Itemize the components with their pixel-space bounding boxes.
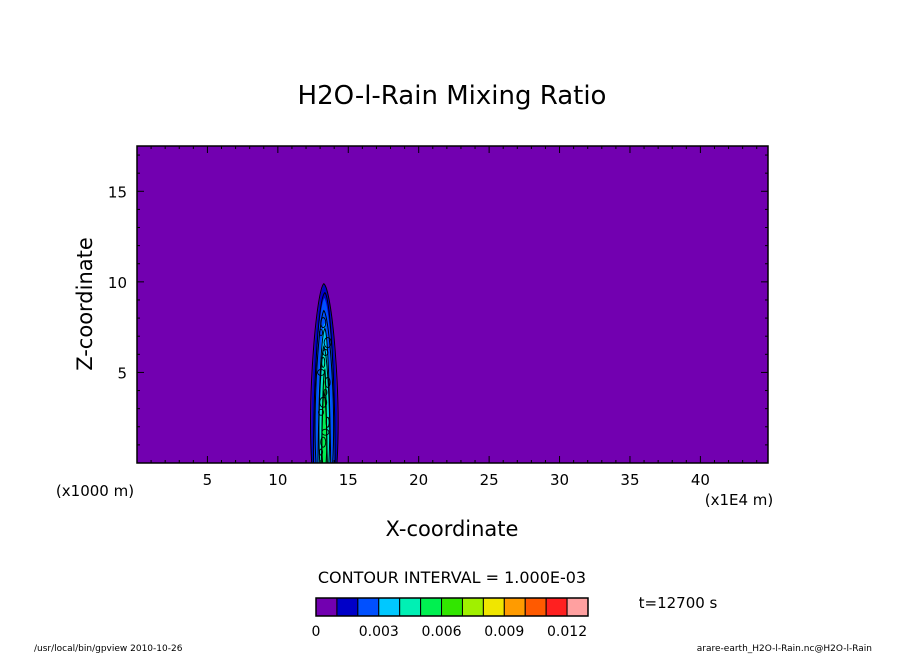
colorbar-swatch [315, 597, 338, 617]
plot-background [137, 146, 768, 463]
colorbar-swatch [420, 597, 443, 617]
contour-interval-text: CONTOUR INTERVAL = 1.000E-03 [318, 568, 586, 587]
x-tick-label: 15 [339, 471, 358, 489]
x-tick-label: 5 [203, 471, 213, 489]
plot-frame [136, 145, 769, 464]
colorbar-swatch [566, 597, 589, 617]
contour-blob [324, 376, 331, 388]
colorbar-tick-label: 0.006 [421, 624, 461, 640]
contour-blob [317, 368, 325, 376]
colorbar-tick-label: 0.003 [359, 624, 399, 640]
y-ticks: 5 10 15 [108, 154, 768, 446]
colorbar-tick-label: 0.009 [484, 624, 524, 640]
x-tick-label: 20 [409, 471, 428, 489]
contour-blob [325, 416, 330, 428]
y-tick-label: 5 [117, 364, 127, 382]
colorbar-swatch [336, 597, 359, 617]
colorbar-tick-label: 0.012 [547, 624, 587, 640]
x-tick-label: 30 [550, 471, 569, 489]
contour-lines [310, 283, 339, 464]
contour-blob [320, 317, 327, 329]
footer-left: /usr/local/bin/gpview 2010-10-26 [34, 644, 183, 654]
contour-blob [323, 388, 328, 396]
colorbar-swatch [503, 597, 526, 617]
contour-blob [319, 448, 323, 456]
contour-blob [319, 396, 328, 408]
x-ticks: 5 10 15 20 25 30 35 40 [150, 146, 758, 489]
colorbar-tick-label: 0 [312, 624, 321, 640]
contour-line [314, 309, 335, 464]
contour-line [318, 345, 331, 464]
colorbar-swatch [378, 597, 401, 617]
contour-blob [321, 357, 326, 368]
x-tick-label: 35 [620, 471, 639, 489]
contour-blob [323, 337, 332, 348]
colorbar-swatch [545, 597, 568, 617]
contour-blob [322, 349, 329, 356]
x-tick-label: 10 [268, 471, 287, 489]
y-tick-label: 10 [108, 274, 127, 292]
contour-line [310, 283, 339, 464]
y-axis-label: Z-coordinate [73, 237, 97, 371]
time-text: t=12700 s [639, 594, 718, 612]
colorbar-swatch [357, 597, 380, 617]
footer-right: arare-earth_H2O-l-Rain.nc@H2O-l-Rain [697, 644, 872, 654]
contour-line [313, 291, 336, 464]
colorbar-swatch [524, 597, 547, 617]
colorbar-swatch [461, 597, 484, 617]
contour-blob [318, 408, 324, 416]
x-tick-label: 40 [691, 471, 710, 489]
contour-blob [320, 436, 327, 448]
colorbar-swatch [441, 597, 463, 617]
colorbar-frame [315, 597, 589, 617]
colorbar-swatch [482, 597, 505, 617]
x-axis-label: X-coordinate [386, 517, 519, 541]
y-unit-label: (x1000 m) [56, 482, 134, 500]
x-tick-label: 25 [480, 471, 499, 489]
colorbar-labels: 0 0.003 0.006 0.009 0.012 [312, 624, 588, 640]
contour-blob [319, 329, 323, 337]
chart-title: H2O-l-Rain Mixing Ratio [298, 81, 607, 111]
colorbar [315, 597, 589, 617]
y-tick-label: 15 [108, 183, 127, 201]
colorbar-swatch [399, 597, 422, 617]
x-unit-label: (x1E4 m) [705, 491, 774, 509]
contour-blob [321, 428, 330, 436]
